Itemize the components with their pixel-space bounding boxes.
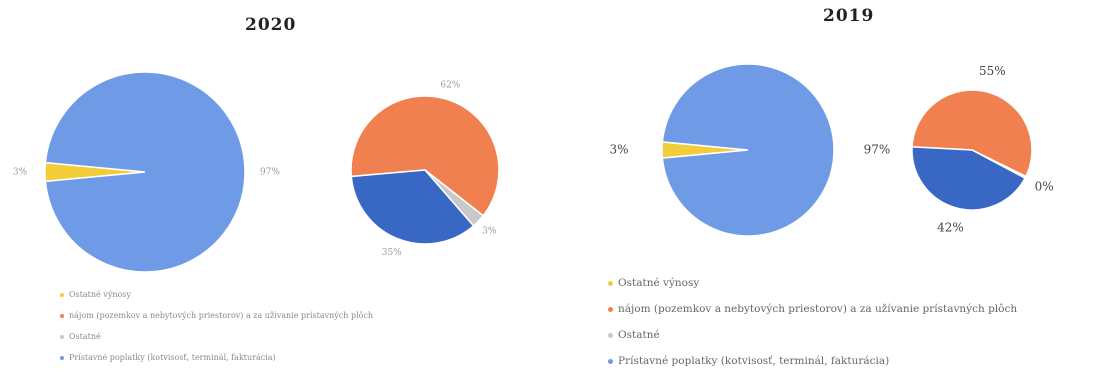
legend: Ostatné výnosy nájom (pozemkov a nebytový… [60, 284, 373, 368]
pie-chart-2019: 3% 97% 55% 0% 42% [609, 63, 1054, 237]
legend-label: nájom (pozemkov a nebytových priestorov)… [618, 303, 1018, 315]
legend-marker [608, 358, 613, 364]
data-label: 55% [979, 64, 1006, 78]
legend-label: nájom (pozemkov a nebytových priestorov)… [69, 311, 374, 320]
legend-marker [60, 334, 64, 339]
legend-label: Ostatné [69, 332, 101, 341]
pie-slice [661, 63, 835, 237]
data-label: 3% [13, 168, 28, 178]
data-label: 3% [482, 227, 497, 237]
pie-slice [911, 146, 1027, 211]
legend-label: Ostatné [618, 329, 660, 341]
data-label: 97% [864, 143, 891, 157]
pie-chart-2020: 3% 97% 62% 3% 35% [13, 71, 500, 273]
legend-item: nájom (pozemkov a nebytových priestorov)… [60, 305, 373, 326]
pie-slice [911, 89, 1033, 178]
data-label: 97% [260, 168, 280, 178]
legend-item: Ostatné výnosy [608, 270, 1017, 296]
legend-label: Prístavné poplatky (kotvisosť, terminál,… [69, 353, 276, 362]
legend-item: Ostatné výnosy [60, 284, 373, 305]
data-label: 42% [937, 221, 964, 235]
legend-item: nájom (pozemkov a nebytových priestorov)… [608, 296, 1017, 322]
legend-marker [608, 332, 613, 338]
pie-slice [350, 169, 475, 245]
legend-item: Ostatné [60, 326, 373, 347]
legend-item: Prístavné poplatky (kotvisosť, terminál,… [60, 347, 373, 368]
legend-label: Prístavné poplatky (kotvisosť, terminál,… [618, 355, 890, 367]
legend-marker [60, 355, 64, 360]
data-label: 35% [382, 248, 402, 258]
legend-item: Ostatné [608, 322, 1017, 348]
chart-2020: 2020 3% 97% 62% 3% 35% Ostatné výnosy nájom (… [13, 15, 500, 368]
legend-label: Ostatné výnosy [618, 277, 700, 289]
chart-title: 2020 [245, 15, 297, 35]
legend-marker [608, 280, 613, 286]
chart-title: 2019 [823, 6, 875, 26]
legend-marker [60, 292, 64, 297]
data-label: 0% [1035, 179, 1054, 193]
legend-label: Ostatné výnosy [69, 290, 131, 299]
data-label: 3% [609, 143, 628, 157]
pie-slice [44, 71, 246, 273]
legend-marker [60, 313, 64, 318]
chart-2019: 2019 3% 97% 55% 0% 42% Ostatné výnosy nájom (… [570, 0, 1098, 372]
pie-slice [350, 95, 500, 217]
data-label: 62% [440, 80, 460, 90]
legend: Ostatné výnosy nájom (pozemkov a nebytový… [608, 270, 1017, 374]
legend-marker [608, 306, 613, 312]
legend-item: Prístavné poplatky (kotvisosť, terminál,… [608, 348, 1017, 374]
